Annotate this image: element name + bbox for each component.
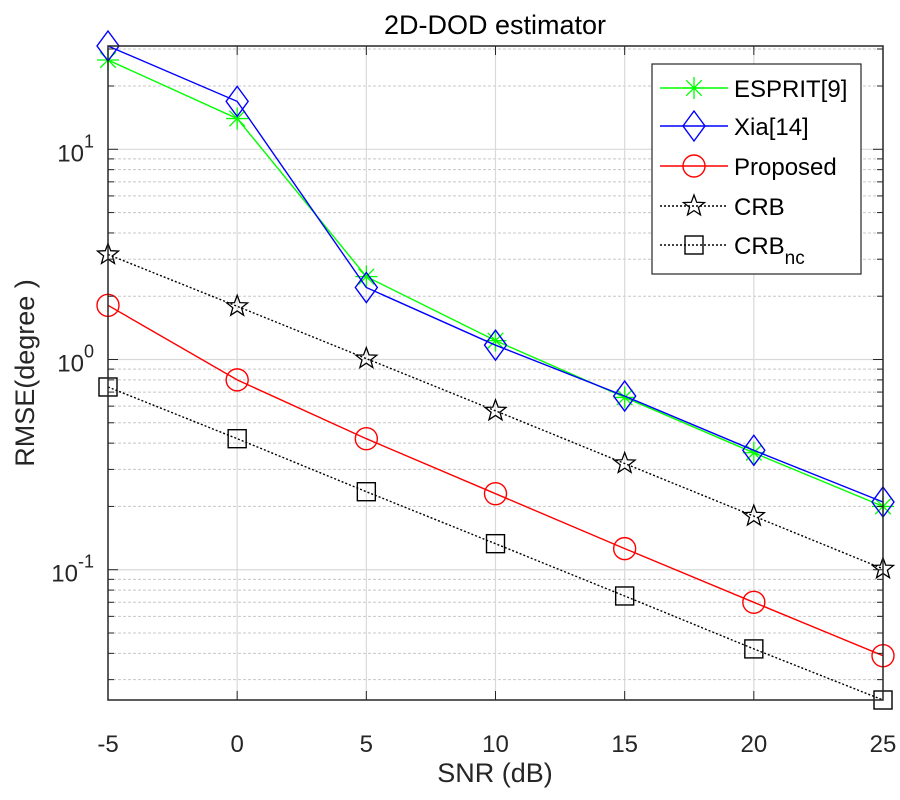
legend-label: ESPRIT[9]: [734, 76, 847, 103]
x-tick-label: 10: [482, 731, 509, 758]
data-point: [483, 481, 508, 506]
legend-entry: Proposed: [660, 154, 837, 181]
series-esprit-9: [97, 48, 894, 518]
data-point: [485, 533, 506, 554]
legend-entry: ESPRIT[9]: [660, 76, 847, 103]
series-proposed: [96, 293, 895, 668]
x-tick-label: -5: [97, 731, 118, 758]
legend-entry: CRBnc: [660, 233, 805, 269]
y-tick-label: 101: [57, 131, 94, 167]
data-point: [744, 639, 764, 659]
x-axis-title: SNR (dB): [437, 758, 553, 788]
legend-entry: Xia[14]: [660, 109, 809, 143]
chart-title: 2D-DOD estimator: [384, 10, 606, 40]
x-tick-label: 20: [740, 731, 767, 758]
y-tick-label: 100: [57, 342, 94, 378]
series-line: [107, 253, 884, 570]
data-point: [356, 482, 377, 502]
legend-marker: [682, 109, 706, 143]
x-tick-label: 25: [870, 731, 897, 758]
x-tick-label: 0: [230, 731, 243, 758]
x-tick-label: 15: [611, 731, 638, 758]
legend-marker: [682, 154, 706, 178]
data-point: [741, 434, 766, 467]
legend-marker: [683, 77, 705, 99]
legend-label: Xia[14]: [734, 114, 809, 141]
data-point: [742, 590, 766, 614]
series-layer: [95, 29, 896, 710]
x-tick-label: 5: [360, 731, 373, 758]
series-line: [107, 304, 884, 657]
y-axis-title: RMSE(degree ): [10, 279, 40, 467]
tick-labels: 10-1 100 101 -5 0 5 10 15 20 25: [51, 131, 896, 758]
data-point: [612, 379, 637, 413]
data-point: [483, 328, 508, 362]
legend-entry: CRB: [660, 193, 785, 221]
data-point: [483, 397, 508, 422]
legend-label: CRBnc: [734, 233, 805, 269]
data-point: [225, 85, 250, 118]
data-point: [224, 293, 250, 317]
data-point: [354, 271, 379, 304]
data-point: [613, 386, 636, 409]
series-line: [107, 45, 884, 503]
series-line: [107, 386, 884, 701]
legend-box: [651, 63, 862, 275]
data-point: [614, 586, 635, 606]
legend-marker: [684, 235, 704, 255]
data-point: [227, 428, 247, 449]
axes: [107, 45, 884, 701]
legend: ESPRIT[9] Xia[14] Proposed CRB CRBnc: [651, 63, 862, 275]
axes-box: [107, 45, 884, 701]
legend-label: CRB: [734, 194, 785, 221]
data-point: [226, 107, 249, 130]
data-point: [612, 450, 637, 474]
data-point: [225, 368, 249, 392]
y-tick-label: 10-1: [51, 552, 94, 588]
data-point: [354, 345, 379, 370]
legend-marker: [681, 193, 707, 217]
data-point: [741, 503, 767, 527]
legend-label: Proposed: [734, 154, 837, 181]
data-point: [612, 536, 637, 561]
data-point: [354, 426, 379, 451]
